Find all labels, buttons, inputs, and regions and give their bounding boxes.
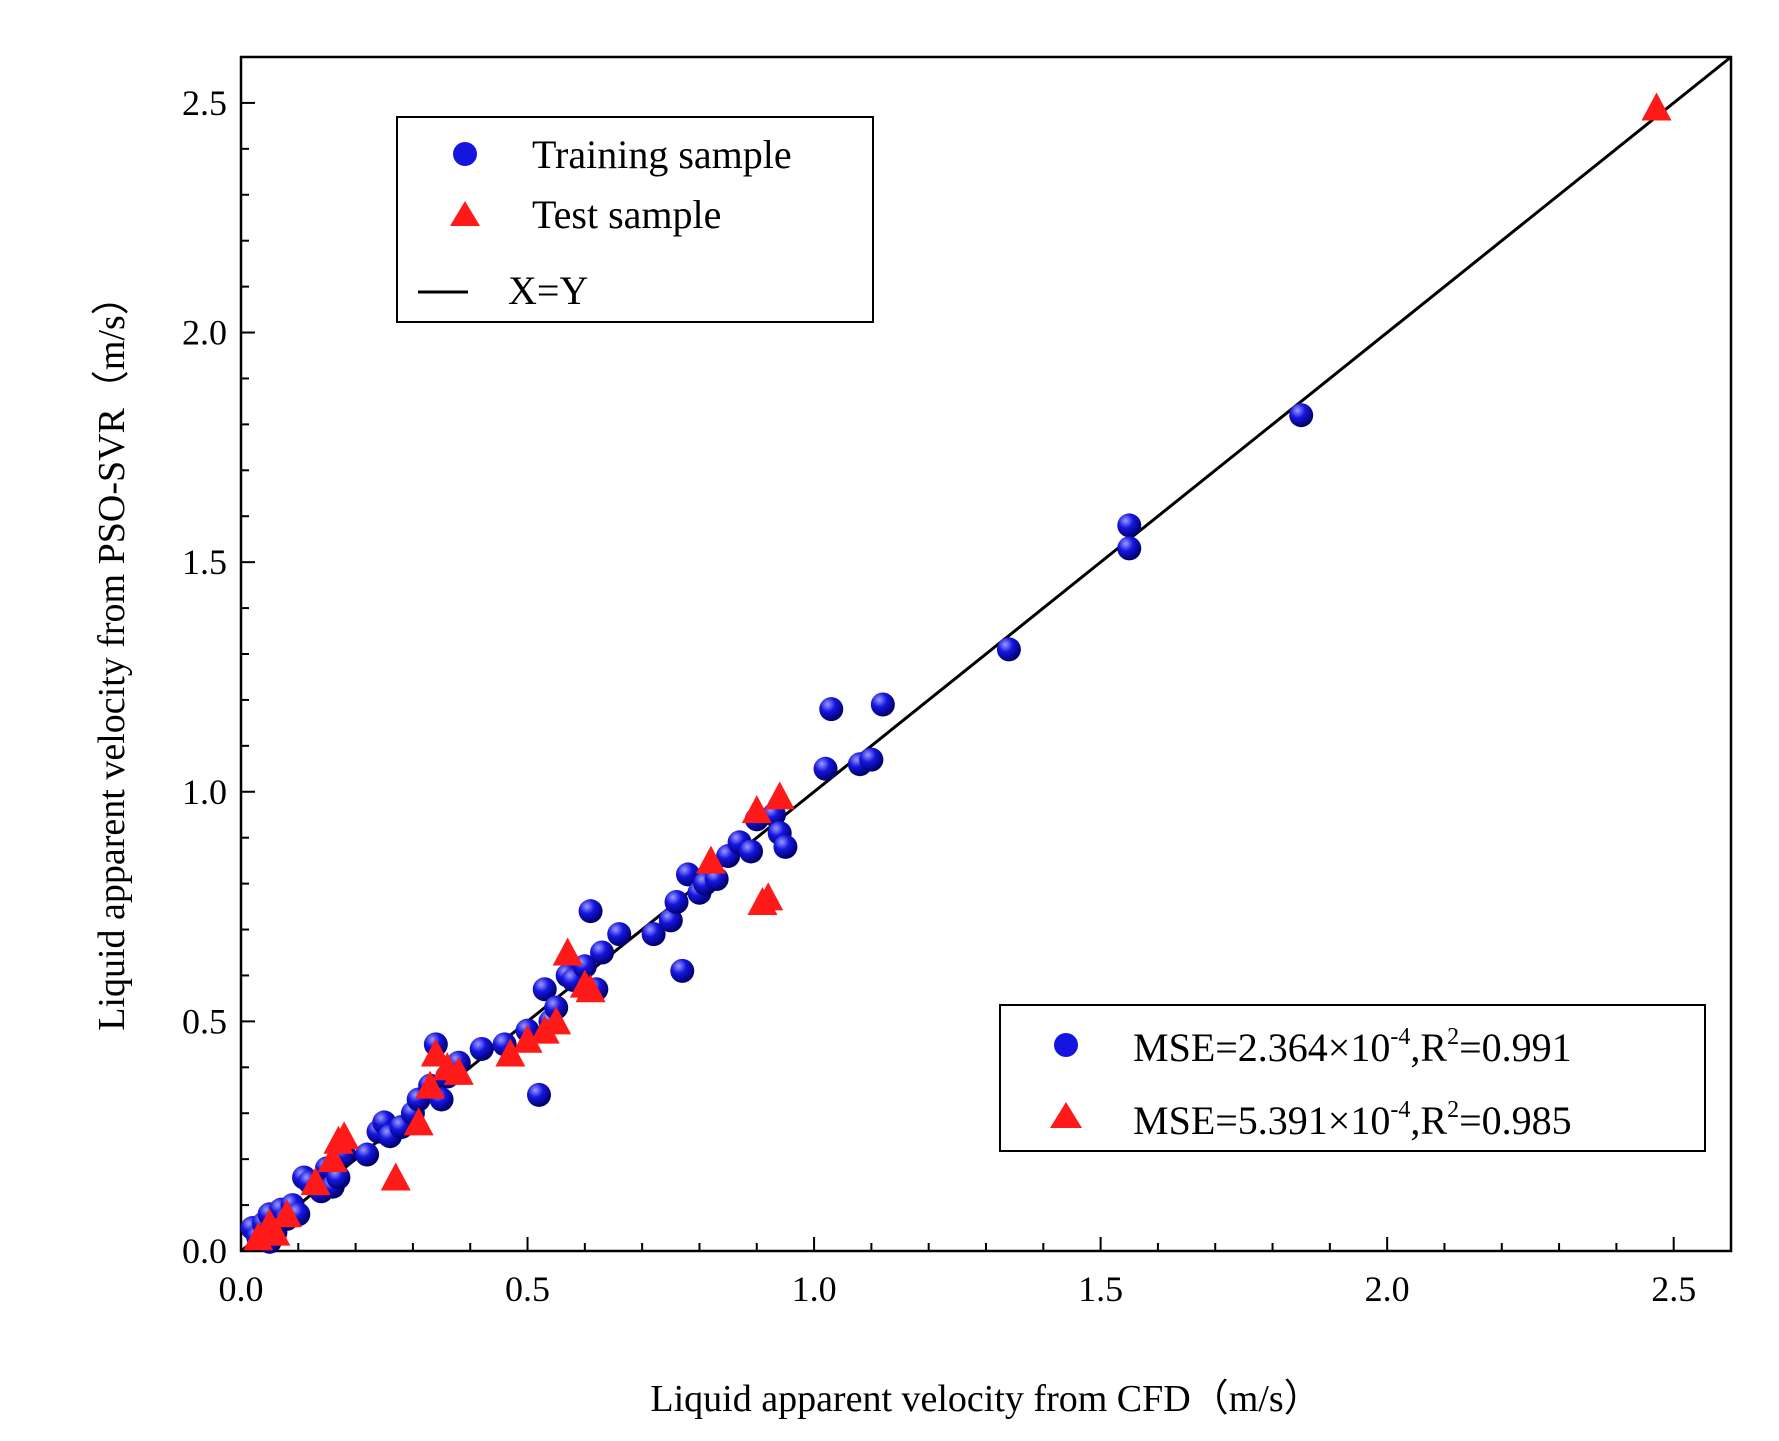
- x-tick-label: 0.0: [219, 1269, 264, 1309]
- test-point: [260, 1217, 291, 1246]
- test-point: [415, 1070, 446, 1099]
- training-point: [532, 977, 557, 1002]
- training-point: [607, 922, 632, 947]
- y-tick-label: 1.0: [182, 772, 227, 812]
- test-point: [403, 1107, 434, 1136]
- training-point: [641, 922, 666, 947]
- metrics-box: MSE=2.364×10-4,R2=0.991 MSE=5.391×10-4,R…: [999, 1004, 1706, 1152]
- y-axis-title: Liquid apparent velocity from PSO-SVR（m/…: [91, 277, 133, 1031]
- training-point: [1289, 403, 1314, 428]
- test-point: [329, 1121, 360, 1150]
- training-point: [819, 697, 844, 722]
- metrics-test-marker: [1050, 1102, 1082, 1128]
- training-r2-value: =0.991: [1459, 1025, 1572, 1070]
- y-tick-label: 2.5: [182, 83, 227, 123]
- training-r2-prefix: ,R: [1410, 1025, 1447, 1070]
- x-axis-title: Liquid apparent velocity from CFD（m/s）: [650, 1378, 1321, 1420]
- test-point: [552, 937, 583, 966]
- test-mse-exp: -4: [1390, 1097, 1410, 1123]
- training-point: [773, 834, 798, 859]
- training-point: [859, 747, 884, 772]
- x-tick-label: 1.0: [792, 1269, 837, 1309]
- legend: Training sample Test sample X=Y: [396, 116, 874, 323]
- test-point: [541, 1006, 572, 1035]
- test-point: [420, 1038, 451, 1067]
- test-point: [764, 781, 795, 810]
- training-point: [670, 958, 695, 983]
- legend-training-marker: [453, 142, 477, 166]
- test-point: [300, 1167, 331, 1196]
- test-point: [380, 1162, 411, 1191]
- y-tick-label: 1.5: [182, 542, 227, 582]
- test-r2-value: =0.985: [1459, 1098, 1572, 1143]
- metrics-frame: [999, 1004, 1706, 1152]
- training-point: [813, 756, 838, 781]
- legend-test-marker: [450, 201, 480, 226]
- y-tick-label: 0.0: [182, 1231, 227, 1271]
- training-r2-exp: 2: [1447, 1024, 1459, 1050]
- test-point: [695, 845, 726, 874]
- test-point: [512, 1024, 543, 1053]
- test-r2-exp: 2: [1447, 1097, 1459, 1123]
- test-point: [271, 1199, 302, 1228]
- training-mse-exp: -4: [1390, 1024, 1410, 1050]
- test-mse: MSE=5.391×10: [1133, 1098, 1390, 1143]
- legend-line-label: X=Y: [508, 268, 588, 313]
- test-point: [443, 1056, 474, 1085]
- legend-test-label: Test sample: [532, 192, 721, 237]
- training-point: [578, 899, 603, 924]
- x-tick-label: 2.5: [1651, 1269, 1696, 1309]
- legend-training-label: Training sample: [532, 132, 792, 177]
- axis-ticks: [240, 56, 1732, 1252]
- y-tick-label: 2.0: [182, 313, 227, 353]
- training-point: [1117, 536, 1142, 561]
- y-tick-label: 0.5: [182, 1001, 227, 1041]
- training-point: [658, 908, 683, 933]
- x-tick-label: 0.5: [505, 1269, 550, 1309]
- training-point: [870, 692, 895, 717]
- metrics-test-text: MSE=5.391×10-4,R2=0.985: [1133, 1097, 1572, 1143]
- test-point: [741, 795, 772, 824]
- training-point: [469, 1036, 494, 1061]
- training-point: [664, 889, 689, 914]
- tick-labels: 0.0 0.5 1.0 1.5 2.0 2.5 0.0 0.5 1.0 1.5 2.0 2.5: [182, 83, 1696, 1309]
- test-point: [753, 882, 784, 911]
- test-point: [317, 1144, 348, 1173]
- training-point: [1117, 513, 1142, 538]
- training-point: [590, 940, 615, 965]
- training-point: [739, 839, 764, 864]
- test-point: [495, 1038, 526, 1067]
- test-point: [1641, 92, 1672, 121]
- x-tick-label: 1.5: [1078, 1269, 1123, 1309]
- test-r2-prefix: ,R: [1410, 1098, 1447, 1143]
- metrics-training-text: MSE=2.364×10-4,R2=0.991: [1133, 1024, 1572, 1070]
- training-point: [527, 1082, 551, 1107]
- training-point: [355, 1142, 380, 1167]
- data-points: [240, 92, 1672, 1254]
- test-point: [575, 974, 606, 1003]
- x-tick-label: 2.0: [1365, 1269, 1410, 1309]
- metrics-training-marker: [1054, 1033, 1078, 1057]
- training-mse: MSE=2.364×10: [1133, 1025, 1390, 1070]
- training-point: [996, 637, 1021, 662]
